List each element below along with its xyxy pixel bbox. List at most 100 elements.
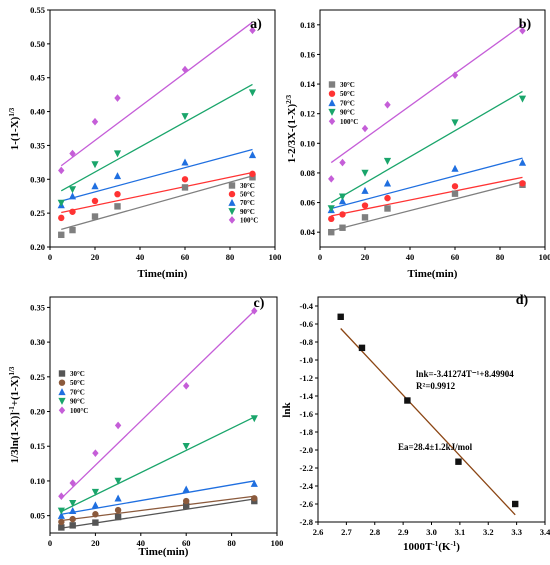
y-tick-label: 0.05 [30, 511, 45, 521]
y-tick-label: 0.20 [30, 407, 45, 417]
y-tick-label: -1.8 [300, 427, 313, 437]
y-tick-label: -1.6 [300, 409, 313, 419]
data-point [114, 203, 121, 210]
plot-frame [319, 9, 546, 248]
annotation: R²=0.9912 [416, 381, 456, 391]
data-point [451, 190, 459, 197]
x-tick-label: 3.0 [426, 527, 437, 537]
data-point [69, 515, 76, 523]
data-point [92, 511, 99, 518]
y-tick-label: 0.35 [30, 302, 45, 312]
data-point [182, 485, 190, 493]
x-tick-label: 3.1 [455, 527, 466, 537]
x-tick-label: 60 [181, 252, 190, 262]
data-point [327, 205, 335, 213]
fit-line [330, 90, 523, 204]
data-point [57, 507, 65, 515]
chart-panel-1: 0 20 40 60 80 100 0.20 0.25 0.30 0.35 0.40 0.45 0.50… [8, 5, 281, 280]
x-tick-label: 80 [226, 252, 235, 262]
panel-label: b) [519, 17, 532, 32]
legend-label: 90°C [240, 208, 255, 216]
y-axis-title: 1-(1-X)1/3 [8, 107, 21, 150]
data-point [181, 158, 189, 166]
y-tick-label: 0.08 [300, 168, 315, 178]
y-tick-label: 0.30 [30, 174, 45, 184]
legend-marker [328, 81, 336, 88]
data-point [404, 397, 411, 404]
series-5 [58, 307, 258, 501]
legend-marker [58, 379, 66, 386]
data-point [91, 488, 99, 496]
data-point [114, 190, 121, 198]
data-point [512, 500, 519, 508]
fit-line [61, 498, 255, 529]
data-point [250, 415, 258, 423]
data-point [519, 180, 526, 187]
data-point [113, 150, 122, 158]
legend-marker [58, 397, 66, 405]
x-tick-label: 20 [361, 252, 370, 262]
data-point [183, 382, 190, 390]
legend-marker [228, 182, 236, 189]
data-point [58, 214, 65, 222]
annotation: lnk=-3.41274T⁻¹+8.49904 [416, 369, 514, 379]
data-point [384, 205, 391, 212]
data-point [114, 513, 122, 521]
fit-line [61, 148, 253, 202]
legend-marker [328, 108, 336, 116]
y-tick-label: -2.0 [300, 445, 313, 455]
series-1 [58, 174, 256, 239]
fit-line [61, 480, 255, 515]
y-tick-label: 0.45 [30, 73, 45, 83]
legend-label: 100°C [240, 216, 258, 224]
fit-line [60, 21, 253, 167]
data-point [361, 169, 369, 177]
fit-line [61, 416, 255, 513]
data-point [361, 214, 369, 221]
data-point [91, 182, 99, 190]
y-tick-label: 0.25 [30, 208, 45, 218]
data-point [451, 183, 459, 190]
data-point [249, 174, 256, 181]
legend-label: 50°C [70, 379, 85, 387]
data-point [338, 193, 347, 201]
y-tick-label: -0.6 [300, 319, 313, 329]
x-tick-label: 100 [269, 252, 282, 262]
data-point [384, 101, 391, 109]
data-point [248, 151, 257, 159]
y-tick-label: 0.04 [300, 227, 316, 237]
data-point [383, 179, 392, 187]
data-point [91, 501, 99, 509]
legend-label: 90°C [340, 109, 355, 117]
data-point [249, 26, 256, 35]
data-point [58, 231, 65, 239]
panel-label: a) [250, 17, 262, 32]
panel-label: c) [254, 296, 265, 311]
data-point [183, 497, 190, 505]
data-point [92, 449, 99, 457]
data-point [251, 495, 258, 502]
data-point [182, 443, 190, 451]
y-tick-label: 0.25 [30, 372, 45, 382]
y-tick-label: 0.10 [30, 476, 45, 486]
x-tick-label: 20 [91, 252, 100, 262]
data-point [451, 119, 459, 127]
data-point [518, 95, 527, 103]
x-axis-title: Time(min) [139, 546, 189, 558]
y-tick-label: 0.55 [30, 5, 45, 15]
data-point [339, 224, 346, 231]
series-4 [57, 415, 258, 515]
data-point [113, 172, 122, 180]
data-point [91, 213, 99, 220]
legend-marker [228, 216, 236, 224]
data-point [248, 89, 257, 97]
legend-label: 90°C [70, 398, 85, 406]
data-point [57, 511, 65, 519]
series-4 [57, 89, 257, 207]
fit-line [60, 310, 255, 499]
plot-frame [49, 296, 278, 534]
data-point [91, 197, 99, 205]
